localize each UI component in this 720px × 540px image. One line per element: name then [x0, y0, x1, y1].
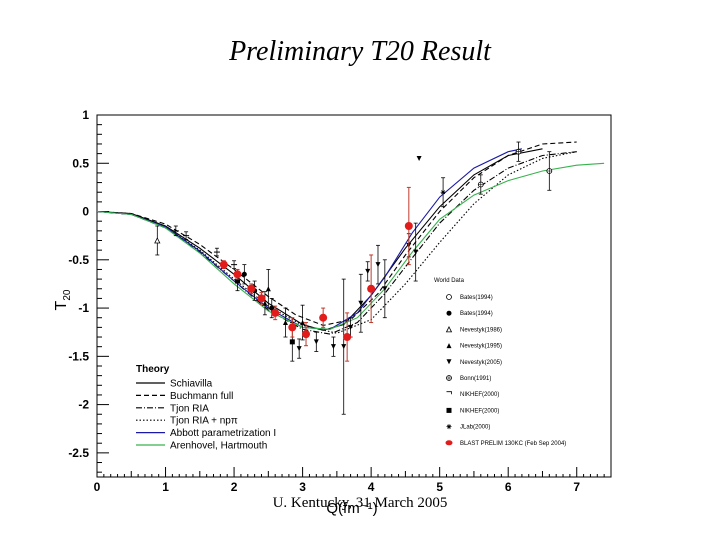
x-tick-label: 7 [573, 480, 580, 494]
blast-point [404, 222, 413, 231]
x-tick-labels: 0 1 2 3 4 5 6 7 [94, 480, 581, 494]
x-tick-label: 3 [299, 480, 306, 494]
blast-point [271, 308, 280, 317]
marker-filled-triangle-down [382, 286, 388, 292]
marker-filled-triangle [265, 286, 271, 292]
x-tick-label: 5 [436, 480, 443, 494]
marker-filled-triangle [300, 320, 306, 326]
world-legend-label: Nevestyk(2005) [460, 360, 502, 366]
marker-filled-triangle-down [348, 324, 354, 330]
theory-legend-title: Theory [136, 364, 170, 375]
theory-legend-label: Tjon RIA [170, 403, 209, 414]
blast-point [219, 260, 228, 269]
world-data-title: World Data [434, 278, 465, 284]
theory-curve-3 [96, 151, 577, 334]
x-tick-label: 1 [162, 480, 169, 494]
world-data-legend: Bates(1994) Bates(1994) Nevestyk(1986) Neve… [445, 294, 566, 447]
marker-open-square-half [446, 391, 452, 395]
marker-filled-triangle-down [358, 300, 364, 306]
marker-filled-triangle-down [446, 359, 452, 365]
blast-point [233, 270, 242, 279]
y-axis-label: T20 [53, 289, 73, 310]
world-legend-label: JLab(2000) [460, 425, 490, 431]
marker-open-circle [446, 294, 452, 300]
blast-point [257, 294, 266, 303]
theory-curve-5 [96, 162, 605, 330]
marker-filled-triangle-down [341, 344, 347, 350]
x-axis-label: Q(fm⁻¹) [326, 500, 377, 517]
marker-open-triangle [445, 326, 453, 333]
world-legend-label: Bates(1994) [460, 311, 493, 317]
world-legend-label: Bates(1994) [460, 295, 493, 301]
x-tick-label: 4 [368, 480, 375, 494]
plot-frame [96, 114, 612, 478]
marker-open-triangle [154, 237, 161, 244]
x-tick-label: 2 [231, 480, 238, 494]
slide-title: Preliminary T20 Result [229, 36, 491, 67]
marker-filled-triangle-down [375, 262, 381, 268]
theory-curve-2 [96, 151, 577, 335]
theory-legend-label: Abbott parametrization I [170, 428, 276, 439]
y-tick-label: -0.5 [68, 253, 89, 267]
marker-filled-triangle-down [413, 249, 419, 255]
y-tick-label: -2.5 [68, 446, 89, 460]
axis-ticks [96, 114, 612, 477]
blast-point [319, 313, 328, 322]
theory-legend-label: Tjon RIA + npπ [170, 416, 238, 427]
y-tick-label: 0 [82, 205, 89, 219]
marker-filled-circle [241, 271, 247, 277]
marker-open-circle-cross-cross [478, 182, 484, 188]
world-legend-label: Nevestyk(1995) [460, 344, 502, 350]
marker-filled-square [446, 407, 452, 413]
theory-legend-label: Arenhovel, Hartmouth [170, 441, 267, 452]
world-legend-label: Bonn(1991) [460, 376, 491, 382]
world-legend-label: NIKHEF(2000) [460, 392, 499, 398]
y-tick-label: 0.5 [72, 156, 89, 170]
marker-filled-triangle [446, 343, 452, 349]
theory-curve-1 [96, 141, 577, 326]
blast-point [247, 284, 256, 293]
y-tick-label: -2 [78, 398, 89, 412]
blast-points [219, 186, 413, 362]
world-legend-label: NIKHEF(2000) [460, 408, 499, 414]
theory-curve-4 [96, 148, 523, 330]
theory-legend-label: Schiavilla [170, 379, 213, 390]
y-tick-label: -1 [78, 301, 89, 315]
x-tick-label: 0 [94, 480, 101, 494]
x-tick-label: 6 [505, 480, 512, 494]
marker-filled-circle-red [445, 440, 453, 446]
marker-filled-triangle-down [296, 346, 302, 352]
y-tick-label: 1 [82, 108, 89, 122]
marker-filled-triangle-down [313, 339, 319, 345]
marker-filled-square [289, 339, 295, 345]
slide-footer: U. Kentucky, 31 March 2005 [272, 495, 448, 511]
marker-filled-triangle-down [365, 268, 371, 274]
blast-point [288, 323, 297, 332]
blast-point [302, 330, 311, 339]
marker-open-circle-cross-cross [446, 375, 452, 381]
marker-open-circle-cross-cross [515, 149, 521, 155]
blast-point [343, 333, 352, 342]
marker-star [440, 189, 446, 195]
data-points [154, 141, 553, 415]
marker-filled-triangle-down [416, 155, 422, 161]
theory-curve-0 [96, 148, 543, 331]
marker-filled-circle [446, 310, 452, 316]
theory-legend-label: Buchmann full [170, 391, 233, 402]
marker-open-circle-cross-cross [546, 168, 552, 174]
marker-filled-triangle [282, 320, 288, 326]
blast-point [367, 284, 376, 293]
world-legend-label: BLAST PRELIM 130KC (Feb Sep 2004) [460, 441, 566, 447]
theory-curves [96, 141, 605, 335]
y-tick-label: -1.5 [68, 349, 89, 363]
marker-filled-circle [269, 305, 275, 311]
world-legend-label: Nevestyk(1986) [460, 327, 502, 333]
y-tick-labels: 1 0.5 0 -0.5 -1 -1.5 -2 -2.5 [68, 108, 89, 460]
marker-star [446, 424, 452, 430]
marker-filled-triangle [262, 300, 268, 306]
marker-filled-triangle-down [330, 344, 336, 350]
marker-filled-square [234, 278, 240, 284]
